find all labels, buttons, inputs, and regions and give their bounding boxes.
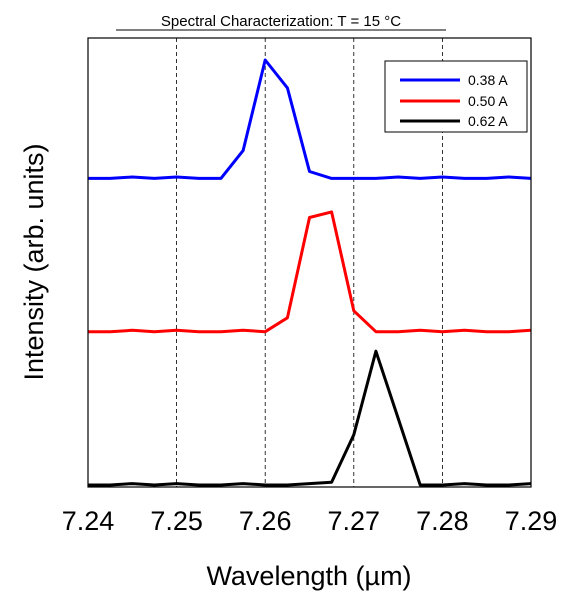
x-axis-label: Wavelength (µm) — [206, 561, 411, 591]
legend: 0.38 A 0.50 A 0.62 A — [384, 60, 528, 133]
x-tick-label: 7.28 — [416, 506, 469, 536]
series-line-0-50-a — [88, 210, 532, 334]
x-tick-label: 7.24 — [62, 506, 115, 536]
x-axis-tick-labels: 7.24 7.25 7.26 7.27 7.28 7.29 — [62, 506, 558, 536]
legend-label-0-38a: 0.38 A — [468, 72, 508, 88]
series-line-0-62-a — [88, 349, 532, 487]
legend-label-0-50a: 0.50 A — [468, 93, 508, 109]
y-axis-label: Intensity (arb. units) — [19, 143, 49, 380]
grid-lines — [176, 38, 443, 487]
legend-label-0-62a: 0.62 A — [468, 113, 508, 129]
x-tick-label: 7.27 — [328, 506, 381, 536]
series-lines — [88, 58, 532, 487]
x-tick-label: 7.25 — [150, 506, 203, 536]
x-tick-label: 7.29 — [505, 506, 558, 536]
series-line-0-38-a — [88, 58, 532, 180]
plot-area-frame — [87, 37, 532, 488]
chart-title: Spectral Characterization: T = 15 °C — [161, 13, 401, 30]
x-tick-label: 7.26 — [239, 506, 292, 536]
